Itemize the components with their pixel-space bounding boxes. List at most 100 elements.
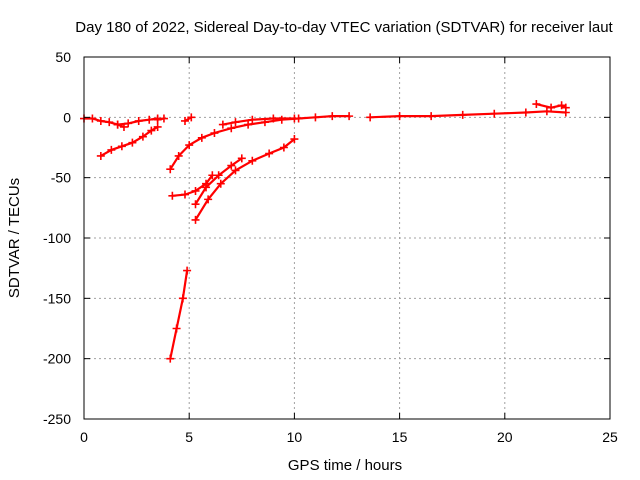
x-tick-label: 20 (497, 429, 513, 445)
y-tick-label: -150 (43, 290, 71, 306)
series-trace (169, 270, 189, 359)
data-point (521, 108, 530, 117)
data-point (490, 109, 499, 118)
data-point (328, 112, 337, 121)
data-point (458, 110, 467, 119)
data-point (113, 120, 122, 129)
data-point (166, 165, 175, 174)
series-4 (180, 113, 196, 125)
data-point (231, 166, 240, 175)
y-tick-labels: 50 0 -50 -100 -150 -200 -250 (43, 49, 71, 427)
x-tick-labels: 0 5 10 15 20 25 (80, 429, 618, 445)
data-point (96, 116, 105, 125)
data-point (185, 141, 194, 150)
data-point (244, 120, 253, 129)
data-point (557, 101, 566, 110)
data-point (88, 114, 97, 123)
data-point (134, 116, 143, 125)
axis-ticks (83, 56, 611, 420)
data-point (265, 149, 274, 158)
series-10 (166, 266, 192, 363)
series-3 (153, 114, 168, 124)
data-point (183, 266, 192, 275)
x-tick-label: 25 (602, 429, 618, 445)
y-tick-label: 0 (63, 109, 71, 125)
data-point (279, 143, 288, 152)
data-point (180, 190, 189, 199)
data-point (277, 115, 286, 124)
data-point (197, 133, 206, 142)
series-6 (218, 114, 299, 129)
data-point (174, 151, 183, 160)
data-point (147, 126, 156, 135)
y-tick-label: -250 (43, 411, 71, 427)
data-point (366, 113, 375, 122)
data-point (153, 115, 162, 124)
data-point (532, 100, 541, 109)
data-point (145, 115, 154, 124)
y-tick-label: -100 (43, 230, 71, 246)
data-point (153, 122, 162, 131)
data-point (202, 183, 211, 192)
series-1 (113, 114, 162, 129)
x-tick-label: 5 (185, 429, 193, 445)
series-trace (194, 138, 296, 221)
series-5 (166, 112, 354, 174)
series-11 (366, 107, 570, 122)
series-trace (169, 115, 350, 170)
data-point (218, 120, 227, 129)
y-tick-label: -50 (51, 170, 71, 186)
data-point (269, 114, 278, 123)
x-axis-label: GPS time / hours (288, 457, 402, 474)
data-point (124, 119, 133, 128)
series-2 (96, 122, 162, 160)
data-point (191, 186, 200, 195)
data-point (248, 115, 257, 124)
y-tick-label: -200 (43, 351, 71, 367)
x-tick-label: 10 (287, 429, 303, 445)
data-point (427, 112, 436, 121)
data-point (180, 116, 189, 125)
data-point (187, 113, 196, 122)
data-point (237, 154, 246, 163)
data-point (166, 354, 175, 363)
data-point (210, 129, 219, 138)
data-point (191, 215, 200, 224)
data-point (227, 161, 236, 170)
y-tick-label: 50 (55, 49, 71, 65)
y-axis-label: SDTVAR / TECUs (6, 178, 23, 298)
data-point (172, 324, 181, 333)
data-point (227, 124, 236, 133)
data-point (105, 118, 114, 127)
data-point (128, 138, 137, 147)
data-series (80, 100, 570, 363)
data-point (159, 114, 168, 123)
chart-title: Day 180 of 2022, Sidereal Day-to-day VTE… (75, 19, 613, 36)
data-point (214, 171, 223, 180)
data-point (290, 135, 299, 144)
series-trace (536, 103, 567, 109)
data-point (248, 156, 257, 165)
data-point (216, 179, 225, 188)
data-point (290, 114, 299, 123)
data-point (345, 112, 354, 121)
data-point (178, 294, 187, 303)
x-tick-label: 15 (392, 429, 408, 445)
data-point (96, 151, 105, 160)
data-point (107, 145, 116, 154)
data-point (138, 132, 147, 141)
data-point (561, 103, 570, 112)
data-point (395, 112, 404, 121)
data-point (191, 200, 200, 209)
data-point (542, 107, 551, 116)
series-8 (191, 154, 246, 209)
series-9 (191, 135, 299, 224)
data-point (311, 113, 320, 122)
data-point (168, 191, 177, 200)
x-tick-label: 0 (80, 429, 88, 445)
data-point (231, 118, 240, 127)
data-point (204, 195, 213, 204)
series-12 (532, 100, 570, 112)
data-point (547, 103, 556, 112)
